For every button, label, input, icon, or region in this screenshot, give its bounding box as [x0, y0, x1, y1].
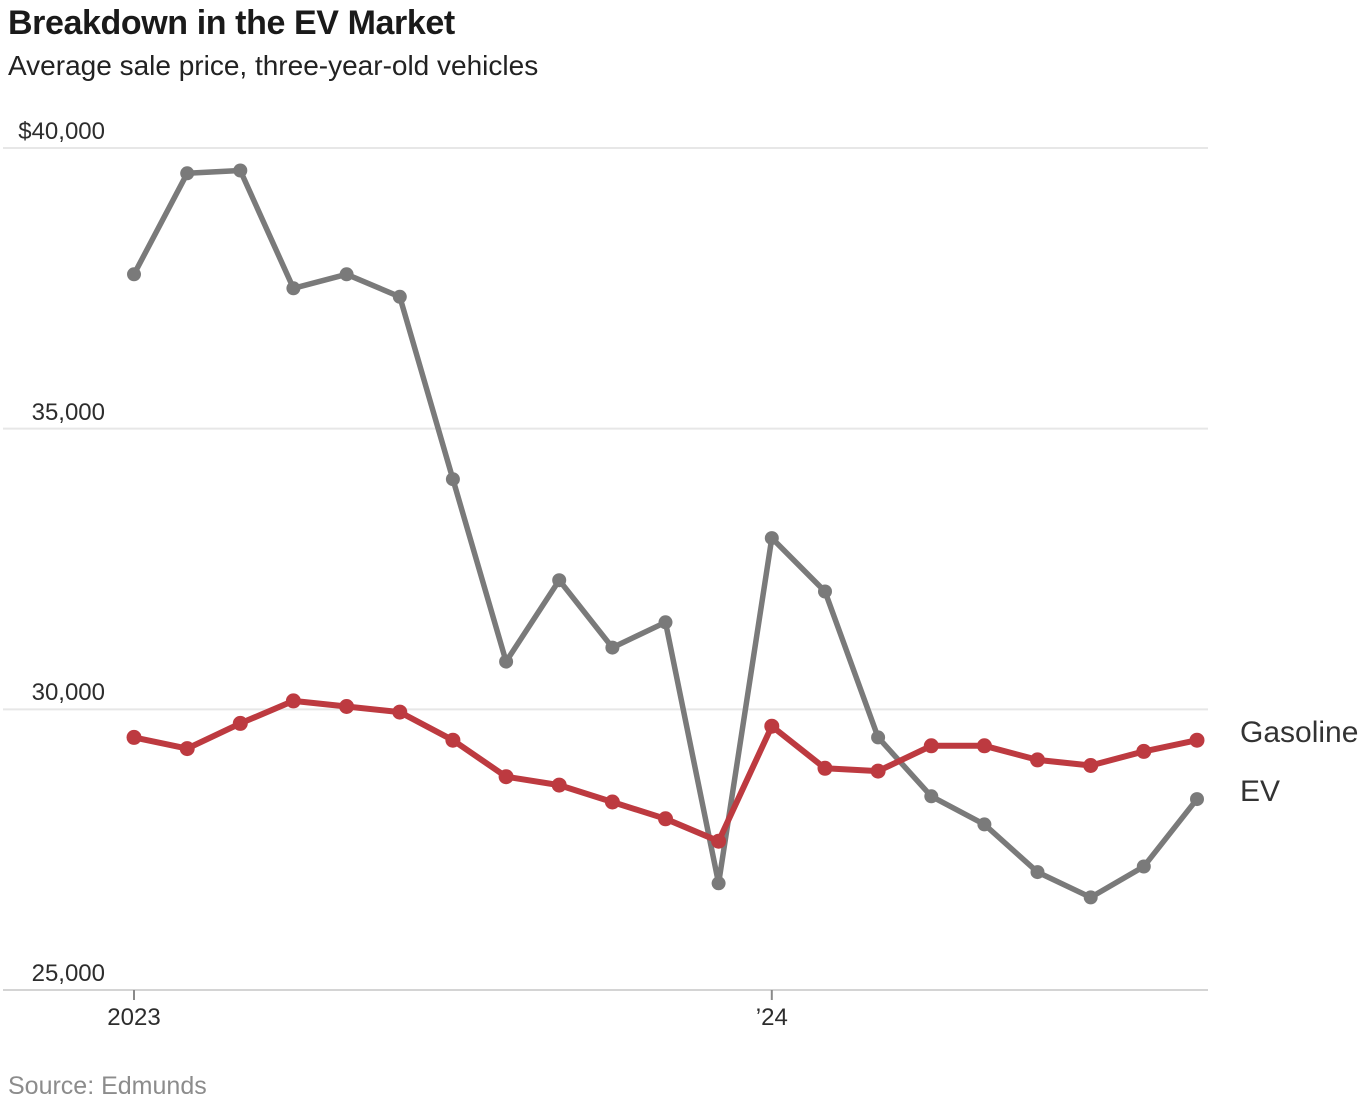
gasoline-point-marker	[126, 729, 142, 745]
series-ev	[127, 163, 1204, 905]
ev-point-marker	[924, 789, 939, 804]
chart-subtitle: Average sale price, three-year-old vehic…	[8, 50, 539, 81]
ev-point-marker	[1030, 865, 1045, 880]
gasoline-point-marker	[551, 777, 567, 793]
ev-point-marker	[127, 267, 141, 282]
gasoline-point-marker	[179, 741, 195, 757]
gasoline-point-marker	[1083, 758, 1099, 773]
gasoline-point-marker	[498, 769, 514, 785]
ev-point-marker	[499, 654, 514, 669]
ev-point-marker	[392, 289, 407, 304]
ev-point-marker	[552, 573, 567, 588]
gasoline-point-marker	[604, 794, 620, 810]
ev-point-marker	[1083, 890, 1098, 905]
series-gasoline	[126, 693, 1205, 849]
gasoline-point-marker	[1136, 743, 1152, 759]
ev-point-marker	[286, 281, 301, 296]
y-axis-label-25000: 25,000	[31, 960, 105, 987]
ev-point-marker	[605, 640, 620, 655]
ev-point-marker	[339, 267, 354, 282]
ev-point-marker	[871, 730, 886, 745]
x-axis-ticks-group	[133, 990, 773, 1000]
chart-title: Breakdown in the EV Market	[8, 4, 455, 42]
ev-line	[131, 167, 1200, 901]
gasoline-point-marker	[1030, 752, 1045, 768]
ev-point-marker	[233, 163, 248, 178]
legend-label-gasoline: Gasoline	[1240, 716, 1359, 750]
gasoline-point-marker	[711, 833, 727, 849]
x-axis-label-2023: 2023	[107, 1004, 161, 1031]
y-axis-label-40000: $40,000	[18, 118, 105, 145]
ev-point-marker	[180, 166, 195, 181]
ev-point-marker	[977, 817, 992, 832]
gasoline-point-marker	[445, 732, 461, 748]
gasoline-point-marker	[285, 693, 301, 709]
ev-point-marker	[764, 531, 779, 546]
gasoline-point-marker	[1189, 732, 1205, 748]
ev-point-marker	[1136, 859, 1151, 874]
gasoline-point-marker	[392, 704, 408, 720]
ev-point-marker	[1190, 792, 1204, 807]
source-note: Source: Edmunds	[8, 1072, 207, 1100]
ev-point-marker	[711, 876, 726, 891]
gridlines-group	[3, 147, 1208, 991]
legend-label-ev: EV	[1240, 775, 1281, 809]
gasoline-point-marker	[232, 715, 248, 731]
y-axis-label-35000: 35,000	[31, 398, 105, 426]
gasoline-point-marker	[339, 699, 355, 714]
gasoline-point-marker	[658, 811, 673, 827]
ev-point-marker	[818, 584, 832, 599]
gasoline-point-marker	[817, 760, 833, 776]
x-axis-label-24: ’24	[755, 1004, 788, 1031]
gasoline-point-marker	[976, 738, 992, 754]
gasoline-point-marker	[764, 718, 780, 734]
ev-point-marker	[658, 615, 673, 630]
y-axis-label-30000: 30,000	[31, 679, 105, 707]
ev-point-marker	[445, 472, 460, 487]
gasoline-point-marker	[923, 738, 939, 754]
gasoline-point-marker	[870, 763, 886, 779]
